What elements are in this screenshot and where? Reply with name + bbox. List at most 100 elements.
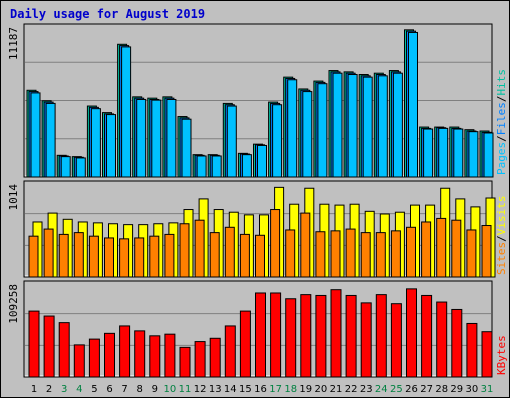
bar-pages-day-5 [90, 108, 101, 178]
bar-pages-day-16 [257, 144, 267, 178]
bar-kbytes-day-15 [239, 310, 251, 378]
bar-sites-day-17 [270, 209, 281, 278]
bar-pages-day-10 [166, 98, 177, 178]
chart-title: Daily usage for August 2019 [10, 7, 206, 21]
bar-kbytes-day-20 [315, 294, 327, 378]
x-tick-label-day-24: 24 [375, 384, 388, 395]
x-tick-label-day-22: 22 [345, 384, 358, 395]
legend-entry: KBytes [495, 335, 508, 375]
legend-entry: Files [495, 102, 508, 135]
bar-kbytes-day-30 [466, 322, 478, 378]
bar-sites-day-6 [104, 237, 114, 278]
x-tick-label-day-30: 30 [466, 384, 479, 395]
bar-kbytes-day-27 [421, 294, 433, 378]
bar-kbytes-day-4 [73, 344, 85, 378]
bar-pages-day-21 [332, 72, 343, 178]
bar-sites-day-7 [119, 238, 130, 278]
bar-sites-day-1 [28, 235, 39, 278]
bar-pages-day-11 [181, 118, 192, 178]
bar-kbytes-day-5 [88, 338, 100, 378]
bar-sites-day-31 [481, 225, 492, 278]
y-max-label: 11187 [7, 27, 20, 60]
bar-pages-day-2 [45, 102, 56, 178]
x-tick-label-day-7: 7 [121, 384, 127, 395]
x-tick-label-day-21: 21 [330, 384, 343, 395]
panel-kbytes: 109258 KBytes [7, 280, 508, 378]
bar-sites-day-12 [194, 219, 205, 278]
bar-pages-day-25 [392, 72, 403, 178]
bar-kbytes-day-9 [149, 335, 161, 378]
bar-kbytes-day-7 [119, 325, 131, 378]
bar-sites-day-23 [360, 232, 371, 278]
bar-pages-day-26 [408, 31, 418, 178]
bar-pages-day-7 [121, 46, 132, 178]
bar-pages-day-8 [136, 98, 147, 178]
bar-kbytes-day-29 [451, 308, 463, 378]
bar-pages-day-6 [106, 114, 116, 178]
bar-pages-day-19 [302, 91, 313, 178]
bar-kbytes-day-2 [43, 315, 55, 378]
bar-pages-day-18 [287, 79, 298, 178]
x-tick-label-day-19: 19 [299, 384, 312, 395]
legend-separator: / [495, 96, 508, 103]
bar-pages-day-12 [196, 155, 207, 178]
bar-pages-day-9 [151, 99, 162, 178]
bar-kbytes-day-22 [345, 294, 357, 378]
bar-sites-day-2 [43, 228, 54, 278]
bar-sites-day-16 [255, 234, 265, 278]
legend-separator: / [495, 235, 508, 242]
bar-sites-day-27 [421, 221, 432, 278]
x-tick-label-day-16: 16 [254, 384, 267, 395]
panel-visits-sites: 1014 Sites/Visits [7, 180, 508, 278]
bar-sites-day-22 [345, 228, 356, 278]
bar-kbytes-day-12 [194, 341, 206, 378]
bar-sites-day-30 [466, 229, 477, 278]
bar-pages-day-3 [60, 156, 71, 178]
bar-pages-day-1 [30, 92, 41, 178]
bar-sites-day-5 [88, 235, 99, 278]
legend-entry: Pages [495, 142, 508, 175]
bar-kbytes-day-14 [224, 325, 236, 378]
bar-pages-day-22 [347, 74, 358, 178]
bar-pages-day-15 [241, 154, 252, 178]
x-tick-label-day-15: 15 [239, 384, 252, 395]
bar-kbytes-day-19 [300, 294, 312, 378]
x-tick-label-day-8: 8 [137, 384, 143, 395]
y-max-label: 1014 [7, 184, 20, 211]
bar-kbytes-day-1 [28, 310, 40, 378]
bar-kbytes-day-24 [375, 294, 387, 378]
legend-separator: / [495, 135, 508, 142]
bar-sites-day-29 [451, 219, 462, 278]
bar-pages-day-23 [362, 76, 373, 178]
bar-kbytes-day-25 [390, 303, 402, 378]
bar-sites-day-18 [285, 229, 296, 278]
y-max-label: 109258 [7, 284, 20, 324]
bar-sites-day-26 [406, 226, 416, 278]
bar-pages-day-27 [423, 128, 434, 178]
bar-sites-day-4 [73, 232, 84, 278]
x-tick-label-day-17: 17 [269, 384, 282, 395]
x-tick-label-day-26: 26 [405, 384, 418, 395]
bar-sites-day-3 [58, 233, 69, 278]
bar-pages-day-30 [468, 131, 479, 178]
bar-sites-day-8 [134, 237, 145, 278]
bar-kbytes-day-28 [436, 301, 448, 378]
bar-pages-day-20 [317, 83, 328, 178]
legend-entry: Sites [495, 242, 508, 275]
x-tick-label-day-4: 4 [76, 384, 82, 395]
x-tick-label-day-25: 25 [390, 384, 403, 395]
bar-kbytes-day-6 [104, 332, 115, 378]
bar-sites-day-15 [239, 233, 250, 278]
bar-sites-day-21 [330, 230, 341, 278]
x-tick-label-day-27: 27 [420, 384, 433, 395]
x-tick-label-day-11: 11 [179, 384, 192, 395]
bar-kbytes-day-13 [209, 337, 221, 378]
x-tick-label-day-14: 14 [224, 384, 237, 395]
bar-kbytes-day-17 [270, 292, 282, 378]
bar-kbytes-day-26 [406, 288, 417, 378]
bar-pages-day-28 [438, 127, 449, 178]
bar-kbytes-day-16 [255, 292, 266, 378]
bar-kbytes-day-3 [58, 322, 70, 378]
